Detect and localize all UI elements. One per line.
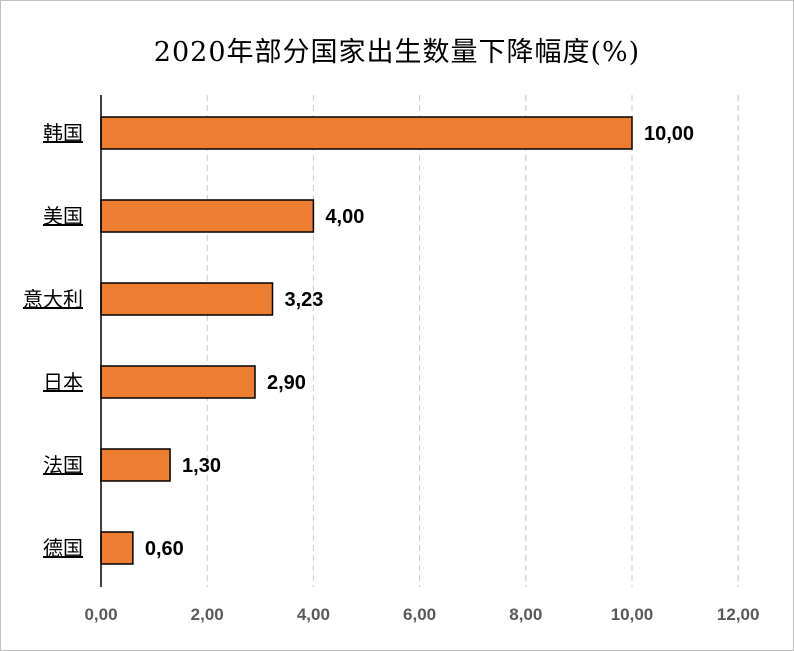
bars (100, 116, 633, 565)
bar (100, 116, 633, 150)
data-label: 4,00 (325, 206, 364, 228)
x-tick-label: 0,00 (84, 605, 117, 624)
data-label: 0,60 (145, 538, 184, 560)
category-label: 日本 (43, 370, 83, 394)
category-label: 意大利 (23, 287, 83, 311)
data-label: 3,23 (285, 289, 324, 311)
category-label: 德国 (43, 536, 83, 560)
x-tick-label: 6,00 (403, 605, 436, 624)
x-tick-label: 8,00 (509, 605, 542, 624)
x-tick-label: 2,00 (191, 605, 224, 624)
category-label: 韩国 (43, 121, 83, 145)
x-tick-label: 10,00 (611, 605, 654, 624)
data-label: 1,30 (182, 455, 221, 477)
bar (100, 531, 134, 565)
x-tick-labels: 0,00 2,00 4,00 6,00 8,00 10,00 12,00 (84, 605, 759, 624)
chart-title: 2020年部分国家出生数量下降幅度(%) (153, 37, 641, 68)
data-labels: 10,00 4,00 3,23 2,90 1,30 0,60 (145, 123, 694, 560)
bar (100, 282, 274, 316)
category-label: 法国 (43, 453, 83, 477)
data-label: 10,00 (644, 123, 694, 145)
bar (100, 448, 171, 482)
category-label: 美国 (43, 204, 83, 228)
grid-lines (206, 95, 739, 587)
data-label: 2,90 (267, 372, 306, 394)
bar (100, 199, 315, 233)
x-tick-label: 4,00 (297, 605, 330, 624)
bar (100, 365, 256, 399)
x-tick-label: 12,00 (717, 605, 760, 624)
